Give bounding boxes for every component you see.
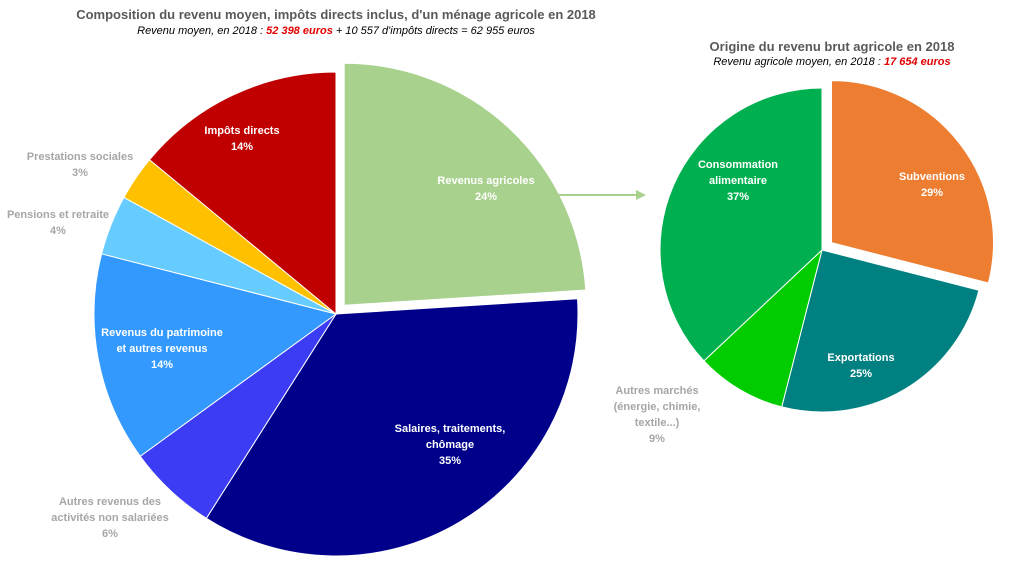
right-label-subventions: Subventions 29%	[899, 171, 965, 199]
left-subtitle-suffix: + 10 557 d'impôts directs = 62 955 euros	[333, 25, 536, 37]
left-label-salaires-traitements-chomage: Salaires, traitements, chômage 35%	[395, 423, 506, 467]
left-slice-revenus-agricoles	[343, 62, 587, 306]
left-slice-revenus-du-patrimoine-et-autres-revenus	[93, 253, 338, 457]
left-slice-salaires-traitements-chomage	[205, 298, 579, 557]
right-subtitle-highlight: 17 654 euros	[884, 56, 951, 68]
right-slice-subventions	[830, 80, 994, 284]
left-label-pensions-et-retraite: Pensions et retraite 4%	[7, 209, 109, 237]
right-label-autres-marches-energie-chimie-textile: Autres marchés (énergie, chimie, textile..…	[614, 385, 701, 445]
left-subtitle-highlight: 52 398 euros	[266, 25, 333, 37]
right-slice-consommation-alimentaire	[659, 87, 823, 362]
right-slice-exportations	[781, 249, 980, 413]
right-chart-subtitle: Revenu agricole moyen, en 2018 : 17 654 …	[713, 56, 950, 68]
left-chart-title: Composition du revenu moyen, impôts dire…	[76, 7, 596, 22]
left-label-revenus-agricoles: Revenus agricoles 24%	[437, 175, 534, 203]
left-label-autres-revenus-des-activites-non-salariees: Autres revenus des activités non salariée…	[51, 496, 168, 540]
right-chart-title: Origine du revenu brut agricole en 2018	[710, 39, 955, 54]
left-label-impots-directs: Impôts directs 14%	[204, 125, 279, 153]
right-label-exportations: Exportations 25%	[827, 352, 894, 380]
left-chart-subtitle: Revenu moyen, en 2018 : 52 398 euros + 1…	[137, 25, 535, 37]
left-slice-impots-directs	[148, 71, 337, 316]
left-label-prestations-sociales: Prestations sociales 3%	[27, 151, 133, 179]
left-label-revenus-du-patrimoine-et-autres-revenus: Revenus du patrimoine et autres revenus 14…	[101, 327, 223, 371]
left-subtitle-prefix: Revenu moyen, en 2018 :	[137, 25, 266, 37]
right-slice-autres-marches-energie-chimie-textile	[703, 248, 823, 408]
right-subtitle-prefix: Revenu agricole moyen, en 2018 :	[713, 56, 884, 68]
right-label-consommation-alimentaire: Consommation alimentaire 37%	[698, 159, 778, 203]
right-pie	[659, 80, 994, 413]
left-pie	[93, 62, 587, 557]
